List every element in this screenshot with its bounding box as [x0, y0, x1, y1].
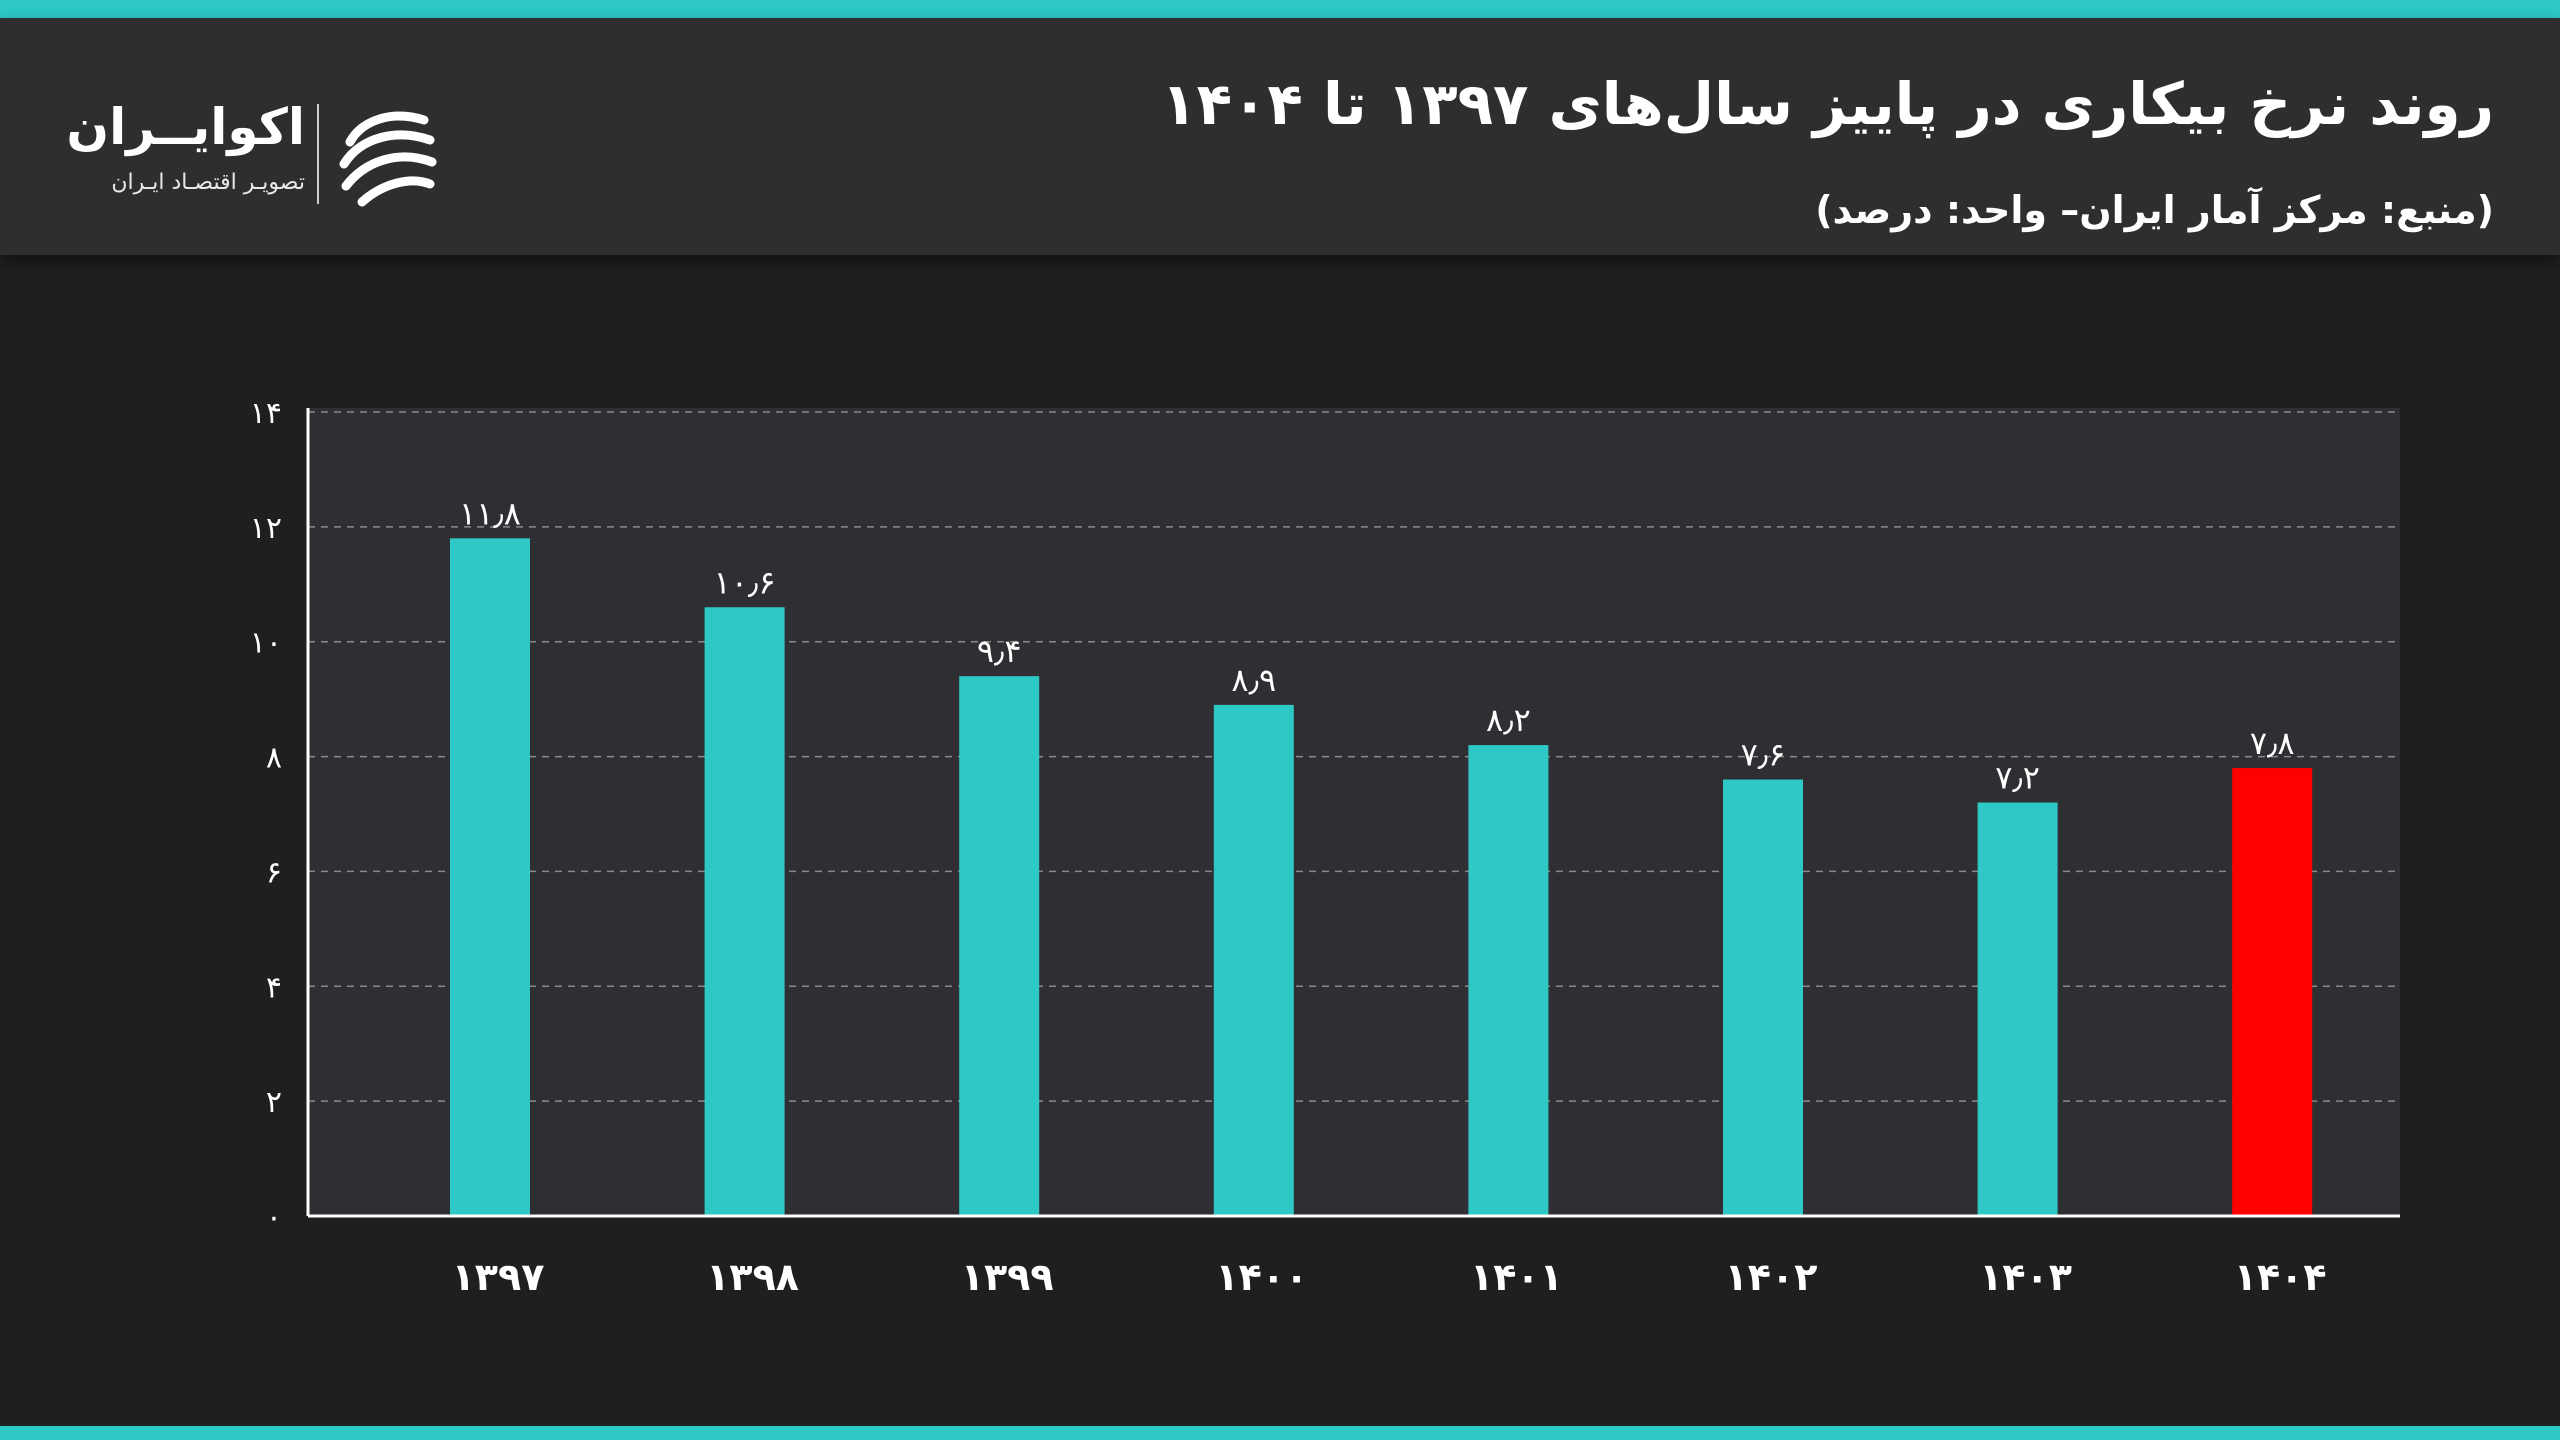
chart-title: روند نرخ بیکاری در پاییز سال‌های ۱۳۹۷ تا…	[1161, 70, 2494, 138]
bar	[1977, 802, 2058, 1216]
plot-area	[308, 408, 2400, 1216]
x-category-label: ۱۳۹۹	[961, 1255, 1054, 1299]
y-tick-label: ۸	[266, 741, 282, 776]
top-accent-bar	[0, 0, 2560, 18]
y-tick-label: ۱۲	[250, 511, 282, 546]
bar-value-label: ۷٫۲	[1995, 759, 2040, 797]
x-category-label: ۱۴۰۴	[2234, 1255, 2327, 1299]
ecoiran-swirl-logo-icon	[339, 111, 437, 207]
y-tick-label: ۶	[266, 855, 282, 890]
logo-name: اکوایــران	[66, 98, 305, 156]
bar	[450, 538, 530, 1216]
logo-divider	[317, 104, 319, 204]
bar-value-label: ۱۰٫۶	[714, 563, 776, 601]
bar	[704, 607, 785, 1216]
y-tick-label: ۴	[266, 970, 282, 1005]
bar	[1213, 704, 1294, 1216]
x-category-label: ۱۳۹۸	[706, 1255, 799, 1299]
brand-logo: اکوایــران تصویـر اقتصـاد ایـران	[66, 98, 450, 213]
bar-value-label: ۹٫۴	[977, 632, 1022, 670]
bar	[1723, 779, 1803, 1216]
bar-value-label: ۷٫۸	[2250, 724, 2295, 762]
bar-value-label: ۱۱٫۸	[459, 494, 521, 532]
bar-value-label: ۸٫۹	[1231, 661, 1276, 699]
y-tick-label: ۱۰	[250, 626, 282, 661]
x-category-label: ۱۳۹۷	[452, 1255, 545, 1299]
bottom-accent-bar	[0, 1426, 2560, 1440]
logo-tagline: تصویـر اقتصـاد ایـران	[111, 170, 305, 195]
y-tick-label: ۰	[266, 1200, 282, 1235]
bar	[959, 676, 1040, 1216]
x-category-label: ۱۴۰۲	[1725, 1255, 1818, 1299]
x-category-label: ۱۴۰۰	[1215, 1255, 1308, 1299]
bar	[1468, 745, 1549, 1216]
y-tick-label: ۲	[266, 1085, 282, 1120]
bar-value-label: ۸٫۲	[1486, 701, 1531, 739]
x-category-label: ۱۴۰۳	[1979, 1255, 2072, 1299]
y-tick-label: ۱۴	[250, 396, 282, 431]
bar	[2232, 768, 2313, 1216]
bar-value-label: ۷٫۶	[1741, 736, 1786, 774]
chart-subtitle: (منبع: مرکز آمار ایران– واحد: درصد)	[1815, 188, 2494, 232]
x-category-label: ۱۴۰۱	[1470, 1255, 1563, 1299]
header-panel: روند نرخ بیکاری در پاییز سال‌های ۱۳۹۷ تا…	[0, 18, 2560, 255]
